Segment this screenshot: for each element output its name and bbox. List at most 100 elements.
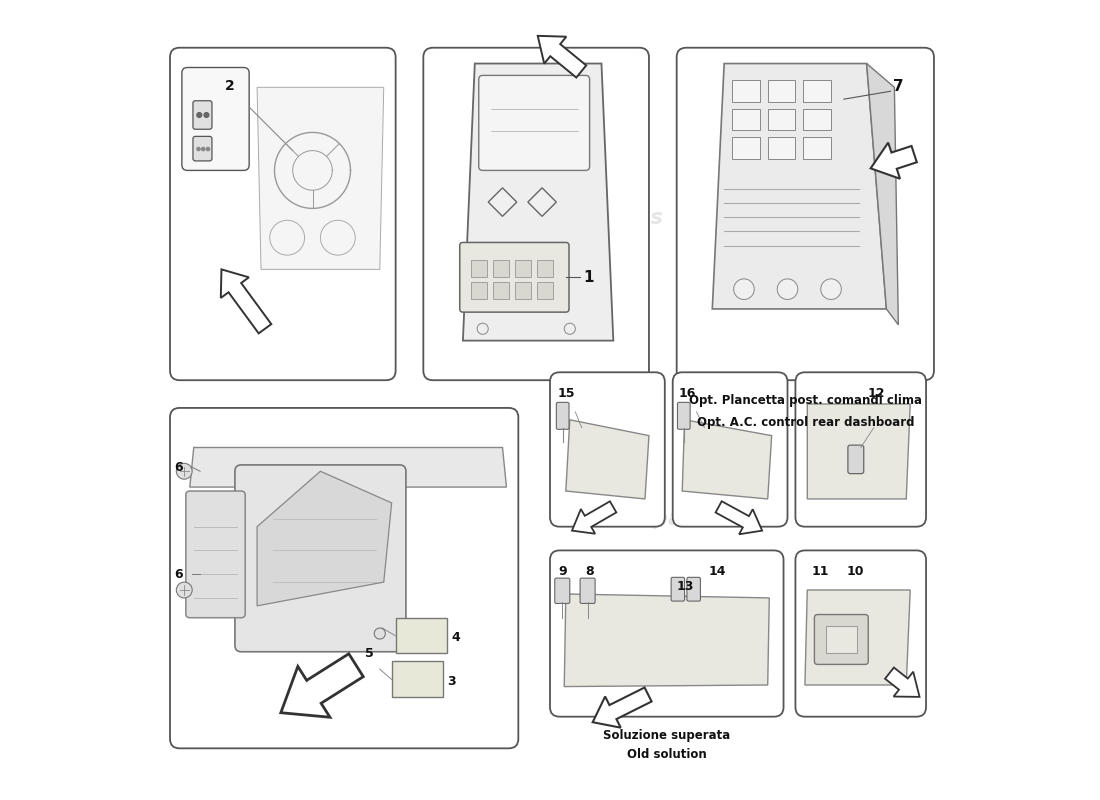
- FancyBboxPatch shape: [235, 465, 406, 652]
- Polygon shape: [886, 667, 920, 697]
- Circle shape: [176, 582, 192, 598]
- FancyBboxPatch shape: [795, 372, 926, 526]
- FancyBboxPatch shape: [186, 491, 245, 618]
- Polygon shape: [593, 687, 651, 728]
- Text: eurospares: eurospares: [531, 208, 663, 228]
- FancyBboxPatch shape: [678, 402, 690, 430]
- FancyBboxPatch shape: [170, 48, 396, 380]
- Polygon shape: [280, 654, 363, 718]
- Bar: [733, 109, 760, 130]
- Polygon shape: [807, 404, 910, 499]
- Text: 2: 2: [224, 79, 234, 94]
- Text: 13: 13: [676, 581, 694, 594]
- Bar: [768, 109, 795, 130]
- FancyBboxPatch shape: [676, 48, 934, 380]
- Bar: [768, 80, 795, 102]
- FancyBboxPatch shape: [550, 550, 783, 717]
- Polygon shape: [488, 188, 517, 216]
- Polygon shape: [528, 188, 557, 216]
- FancyBboxPatch shape: [814, 614, 868, 665]
- Circle shape: [778, 279, 798, 299]
- Bar: [733, 80, 760, 102]
- Polygon shape: [257, 87, 384, 270]
- FancyBboxPatch shape: [554, 578, 570, 603]
- Polygon shape: [463, 63, 614, 341]
- Bar: [515, 260, 531, 278]
- Text: Old solution: Old solution: [627, 748, 706, 762]
- Text: 8: 8: [585, 565, 594, 578]
- Bar: [537, 260, 553, 278]
- Text: 5: 5: [365, 647, 374, 660]
- FancyBboxPatch shape: [795, 550, 926, 717]
- Bar: [803, 137, 830, 158]
- Text: 3: 3: [447, 674, 455, 687]
- Bar: [825, 626, 857, 654]
- FancyBboxPatch shape: [673, 372, 788, 526]
- Text: 4: 4: [451, 631, 460, 644]
- Polygon shape: [870, 142, 916, 178]
- FancyBboxPatch shape: [460, 242, 569, 312]
- Bar: [471, 282, 486, 299]
- Polygon shape: [257, 471, 392, 606]
- FancyBboxPatch shape: [192, 101, 212, 130]
- Bar: [803, 109, 830, 130]
- FancyBboxPatch shape: [424, 48, 649, 380]
- Polygon shape: [572, 502, 616, 534]
- Circle shape: [201, 147, 205, 150]
- Polygon shape: [867, 63, 899, 325]
- Polygon shape: [716, 502, 762, 534]
- Text: 9: 9: [558, 565, 566, 578]
- Text: Soluzione superata: Soluzione superata: [603, 729, 730, 742]
- Polygon shape: [565, 420, 649, 499]
- Bar: [493, 282, 509, 299]
- Polygon shape: [805, 590, 910, 685]
- FancyBboxPatch shape: [580, 578, 595, 603]
- Text: 6: 6: [174, 461, 183, 474]
- Text: 16: 16: [679, 386, 696, 399]
- Circle shape: [197, 147, 200, 150]
- Text: 10: 10: [847, 565, 865, 578]
- Bar: [493, 260, 509, 278]
- FancyBboxPatch shape: [550, 372, 664, 526]
- FancyBboxPatch shape: [688, 578, 701, 601]
- Polygon shape: [190, 447, 506, 487]
- FancyBboxPatch shape: [170, 408, 518, 748]
- Circle shape: [821, 279, 842, 299]
- Polygon shape: [221, 270, 272, 334]
- Polygon shape: [682, 420, 772, 499]
- Text: 1: 1: [583, 270, 594, 285]
- FancyBboxPatch shape: [192, 136, 212, 161]
- Circle shape: [176, 463, 192, 479]
- Text: 12: 12: [867, 386, 884, 399]
- Bar: [768, 137, 795, 158]
- Bar: [515, 282, 531, 299]
- Polygon shape: [713, 63, 887, 309]
- Circle shape: [207, 147, 210, 150]
- Text: 14: 14: [708, 565, 726, 578]
- Bar: [537, 282, 553, 299]
- Bar: [733, 137, 760, 158]
- Text: eurospares: eurospares: [263, 208, 394, 228]
- Bar: [392, 662, 443, 697]
- FancyBboxPatch shape: [848, 445, 864, 474]
- Bar: [396, 618, 447, 654]
- Circle shape: [204, 113, 209, 118]
- Text: 11: 11: [812, 565, 828, 578]
- FancyBboxPatch shape: [478, 75, 590, 170]
- Text: 7: 7: [893, 79, 903, 94]
- Text: 6: 6: [174, 568, 183, 581]
- Bar: [471, 260, 486, 278]
- FancyBboxPatch shape: [182, 67, 250, 170]
- Text: Opt. Plancetta post. comandi clima: Opt. Plancetta post. comandi clima: [689, 394, 922, 407]
- Circle shape: [734, 279, 755, 299]
- Text: eurospares: eurospares: [263, 509, 394, 529]
- Circle shape: [374, 628, 385, 639]
- Text: 15: 15: [558, 386, 575, 399]
- Text: Opt. A.C. control rear dashboard: Opt. A.C. control rear dashboard: [696, 416, 914, 429]
- Polygon shape: [564, 594, 769, 686]
- Bar: [803, 80, 830, 102]
- FancyBboxPatch shape: [671, 578, 684, 601]
- Text: eurospares: eurospares: [587, 509, 719, 529]
- FancyBboxPatch shape: [557, 402, 569, 430]
- Circle shape: [197, 113, 201, 118]
